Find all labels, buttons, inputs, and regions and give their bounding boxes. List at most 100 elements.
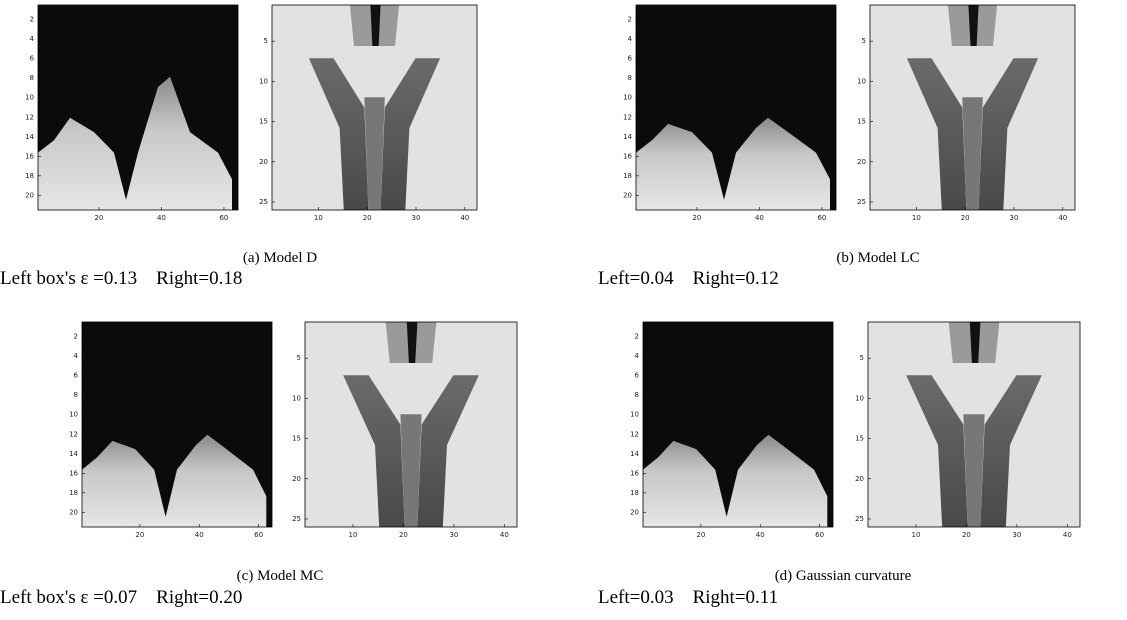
y-tick-label: 8 (635, 391, 639, 399)
y-tick-label: 2 (635, 333, 639, 341)
y-tick-label: 15 (259, 118, 268, 126)
y-tick-label: 25 (259, 198, 268, 206)
caption: (b) Model LC (836, 250, 919, 266)
image-dark-center (370, 5, 381, 46)
image-frame (37, 4, 239, 211)
x-tick-label: 60 (817, 214, 826, 222)
y-tick-label: 4 (635, 352, 640, 360)
y-tick-label: 12 (25, 113, 34, 121)
x-tick-label: 20 (962, 531, 971, 539)
metrics: Left box's ε =0.07 Right=0.20 (0, 587, 242, 608)
y-tick-label: 10 (25, 94, 34, 102)
image-vee (308, 58, 369, 210)
image-tissue (636, 117, 830, 210)
y-tick-label: 20 (69, 508, 78, 516)
y-tick-label: 12 (623, 113, 632, 121)
x-tick-label: 20 (961, 214, 970, 222)
y-tick-label: 20 (857, 158, 866, 166)
image-vee (906, 375, 968, 527)
y-tick-label: 5 (297, 354, 301, 362)
y-tick-label: 20 (25, 191, 34, 199)
image-frame (81, 321, 273, 528)
y-tick-label: 14 (623, 133, 632, 141)
y-tick-label: 5 (264, 37, 268, 45)
x-tick-label: 40 (460, 214, 469, 222)
y-tick-label: 10 (292, 394, 301, 402)
y-tick-label: 15 (855, 435, 864, 443)
image-dark-center (969, 322, 981, 363)
y-tick-label: 18 (25, 172, 34, 180)
y-tick-label: 8 (628, 74, 632, 82)
y-tick-label: 25 (857, 198, 866, 206)
image-frame (867, 321, 1081, 528)
x-tick-label: 30 (449, 531, 458, 539)
y-tick-label: 10 (623, 94, 632, 102)
x-tick-label: 10 (348, 531, 357, 539)
y-tick-label: 10 (855, 394, 864, 402)
y-tick-label: 10 (630, 411, 639, 419)
y-tick-label: 12 (630, 430, 639, 438)
x-tick-label: 30 (412, 214, 421, 222)
y-tick-label: 16 (25, 152, 34, 160)
y-tick-label: 18 (69, 489, 78, 497)
y-tick-label: 14 (25, 133, 34, 141)
y-tick-label: 14 (69, 450, 78, 458)
x-tick-label: 20 (363, 214, 372, 222)
image-mid (364, 97, 385, 210)
image-frame (869, 4, 1076, 211)
x-tick-label: 30 (1010, 214, 1019, 222)
caption: (a) Model D (243, 250, 317, 266)
y-tick-label: 6 (635, 372, 640, 380)
y-tick-label: 16 (69, 469, 78, 477)
x-tick-label: 20 (692, 214, 701, 222)
y-tick-label: 4 (30, 35, 35, 43)
y-tick-label: 6 (74, 372, 79, 380)
image-vee (380, 58, 441, 210)
x-tick-label: 60 (254, 531, 263, 539)
y-tick-label: 25 (855, 515, 864, 523)
x-tick-label: 60 (815, 531, 824, 539)
x-tick-label: 10 (911, 531, 920, 539)
x-tick-label: 40 (756, 531, 765, 539)
image-tissue (82, 434, 267, 527)
image-tissue (643, 434, 828, 527)
x-tick-label: 40 (1058, 214, 1067, 222)
metrics: Left box's ε =0.13 Right=0.18 (0, 268, 242, 289)
x-tick-label: 20 (94, 214, 103, 222)
x-tick-label: 40 (195, 531, 204, 539)
caption: (d) Gaussian curvature (775, 568, 912, 584)
y-tick-label: 8 (74, 391, 78, 399)
y-tick-label: 10 (69, 411, 78, 419)
y-tick-label: 18 (623, 172, 632, 180)
x-tick-label: 60 (219, 214, 228, 222)
x-tick-label: 40 (157, 214, 166, 222)
image-vee (978, 58, 1039, 210)
metrics: Left=0.03 Right=0.11 (598, 587, 778, 608)
x-tick-label: 30 (1012, 531, 1021, 539)
y-tick-label: 4 (628, 35, 633, 43)
image-frame (642, 321, 834, 528)
x-tick-label: 40 (500, 531, 509, 539)
x-tick-label: 40 (755, 214, 764, 222)
y-tick-label: 25 (292, 515, 301, 523)
y-tick-label: 15 (857, 118, 866, 126)
y-tick-label: 2 (30, 16, 34, 24)
y-tick-label: 20 (259, 158, 268, 166)
y-tick-label: 12 (69, 430, 78, 438)
image-frame (271, 4, 478, 211)
y-tick-label: 8 (30, 74, 34, 82)
y-tick-label: 20 (630, 508, 639, 516)
x-tick-label: 20 (399, 531, 408, 539)
x-tick-label: 20 (696, 531, 705, 539)
image-vee (417, 375, 479, 527)
image-vee (343, 375, 405, 527)
y-tick-label: 15 (292, 435, 301, 443)
image-mid (963, 414, 985, 527)
image-frame (635, 4, 837, 211)
metrics: Left=0.04 Right=0.12 (598, 268, 779, 289)
y-tick-label: 6 (628, 55, 633, 63)
image-frame (304, 321, 518, 528)
y-tick-label: 2 (628, 16, 632, 24)
x-tick-label: 40 (1063, 531, 1072, 539)
